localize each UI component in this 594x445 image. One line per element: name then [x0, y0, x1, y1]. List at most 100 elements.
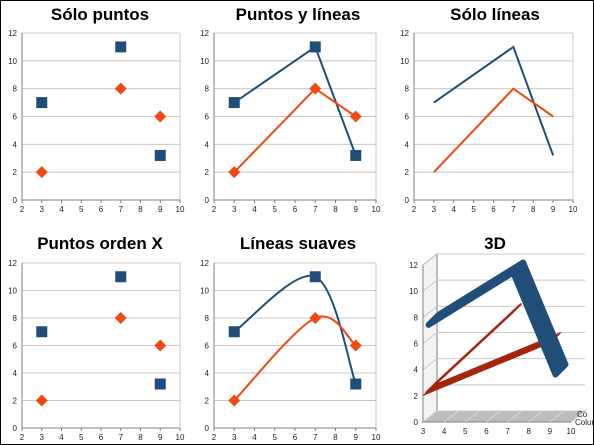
- x-tick-label: 5: [273, 205, 278, 214]
- depth-axis-label: Co: [577, 410, 588, 419]
- data-point-diamond: [35, 166, 48, 179]
- x-tick-label: 6: [99, 433, 104, 442]
- y-tick-label: 4: [405, 140, 410, 149]
- x-tick-label: 4: [59, 205, 64, 214]
- y-tick-label: 0: [205, 196, 210, 205]
- chart-panel-lineas-suaves: Líneas suaves 0 2 4 6 8 10 12 2 3 4 5 6 7 8 9 10: [199, 230, 397, 444]
- floor-gridline: [464, 410, 480, 423]
- x-tick-label: 3: [232, 433, 237, 442]
- chart-panel-solo-puntos: Sólo puntos 0 2 4 6 8 10 12 2 3 4 5 6 7 8 9 10: [1, 1, 199, 223]
- y-tick-label: 6: [414, 340, 419, 349]
- data-point-square: [350, 149, 362, 161]
- data-point-square: [36, 326, 48, 338]
- x-tick-label: 5: [79, 205, 84, 214]
- y-tick-label: 12: [409, 261, 418, 270]
- x-tick-label: 10: [567, 427, 576, 436]
- y-tick-label: 12: [8, 259, 17, 268]
- data-point-square: [309, 41, 321, 53]
- chart-title: Sólo líneas: [450, 5, 540, 24]
- side-gridline: [422, 332, 438, 344]
- x-tick-label: 4: [452, 205, 457, 214]
- x-tick-label: 8: [333, 433, 338, 442]
- chart-title: Sólo puntos: [50, 5, 150, 24]
- y-tick-label: 4: [13, 140, 18, 149]
- y-tick-label: 10: [8, 57, 17, 66]
- y-tick-label: 12: [200, 29, 209, 38]
- chart-panel-puntos-y-lineas: Puntos y líneas 0 2 4 6 8 10 12 2 3 4 5 6 7 8 9 10: [199, 1, 397, 223]
- series-line-0: [433, 45, 555, 156]
- x-tick-label: 7: [119, 433, 124, 442]
- y-tick-label: 8: [205, 85, 210, 94]
- data-point-diamond: [114, 82, 127, 95]
- data-point-square: [309, 271, 321, 283]
- x-tick-label: 5: [273, 433, 278, 442]
- data-point-diamond: [349, 110, 362, 123]
- floor-gridline: [486, 410, 501, 423]
- y-tick-label: 10: [8, 287, 17, 296]
- series-ribbon-front: [425, 259, 569, 378]
- floor-gridline: [443, 410, 459, 423]
- data-point-diamond: [154, 339, 167, 352]
- x-tick-label: 3: [40, 433, 45, 442]
- chart-panel-solo-lineas: Sólo líneas 0 2 4 6 8 10 12 2 3 4 5 6 7 8 9 10: [397, 1, 593, 223]
- y-tick-label: 2: [13, 168, 18, 177]
- floor-gridline: [528, 410, 544, 423]
- y-tick-label: 0: [13, 196, 18, 205]
- y-tick-label: 8: [205, 314, 210, 323]
- x-tick-label: 7: [505, 427, 510, 436]
- x-tick-label: 8: [526, 427, 531, 436]
- data-point-square: [115, 41, 127, 53]
- data-point-diamond: [154, 110, 167, 123]
- y-tick-label: 4: [13, 369, 18, 378]
- x-tick-label: 8: [531, 205, 536, 214]
- x-tick-label: 6: [293, 433, 298, 442]
- y-tick-label: 10: [200, 57, 209, 66]
- y-tick-label: 0: [405, 196, 410, 205]
- y-tick-label: 4: [205, 140, 210, 149]
- y-tick-label: 0: [13, 424, 18, 433]
- data-point-diamond: [349, 339, 362, 352]
- y-tick-label: 12: [8, 29, 17, 38]
- series-line-0: [233, 45, 357, 156]
- x-tick-label: 4: [59, 433, 64, 442]
- x-tick-label: 10: [176, 205, 185, 214]
- series-line-1: [433, 87, 554, 173]
- floor-gridline: [422, 410, 438, 423]
- x-tick-label: 3: [432, 205, 437, 214]
- y-tick-label: 12: [400, 29, 409, 38]
- chart-title: Líneas suaves: [239, 234, 357, 253]
- x-tick-label: 4: [252, 205, 257, 214]
- x-tick-label: 2: [212, 433, 217, 442]
- floor-gridline: [570, 410, 586, 423]
- series-ribbon-mid: [425, 303, 522, 394]
- x-tick-label: 10: [176, 433, 185, 442]
- y-tick-label: 4: [205, 369, 210, 378]
- y-tick-label: 6: [205, 113, 210, 122]
- chart-panel-3d: 3D 0 2 4 6 8 10 12 3 4 5 6 7 8 9 10 Co Colur: [397, 230, 594, 444]
- x-tick-label: 3: [232, 205, 237, 214]
- data-point-square: [350, 378, 362, 390]
- x-tick-label: 2: [212, 205, 217, 214]
- floor-gridline: [507, 410, 522, 423]
- chart-title: Puntos y líneas: [235, 5, 361, 24]
- y-tick-label: 8: [405, 85, 410, 94]
- data-point-square: [115, 271, 127, 283]
- x-tick-label: 10: [569, 205, 578, 214]
- y-tick-label: 2: [13, 397, 18, 406]
- x-tick-label: 2: [20, 433, 25, 442]
- series-curve-0: [233, 274, 357, 385]
- x-tick-label: 9: [354, 205, 359, 214]
- x-tick-label: 9: [354, 433, 359, 442]
- data-point-diamond: [35, 394, 48, 407]
- depth-axis-label: Colur: [575, 418, 594, 427]
- data-point-diamond: [309, 312, 322, 324]
- y-tick-label: 2: [205, 397, 210, 406]
- x-tick-label: 3: [421, 427, 426, 436]
- y-tick-label: 6: [405, 113, 410, 122]
